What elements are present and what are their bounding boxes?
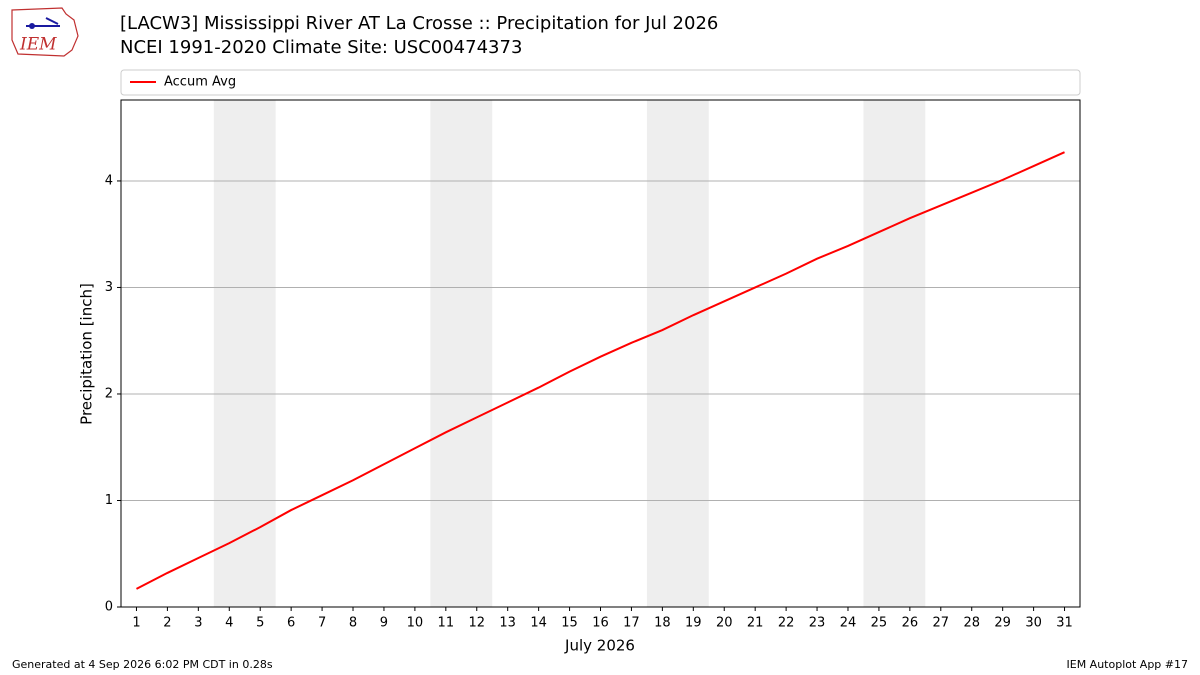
- data-line: [136, 151, 1065, 590]
- footer-left: Generated at 4 Sep 2026 6:02 PM CDT in 0…: [12, 658, 273, 671]
- x-tick-label: 16: [592, 616, 609, 631]
- x-tick-label: 28: [963, 616, 980, 631]
- x-tick-label: 6: [287, 616, 295, 631]
- x-tick-label: 12: [468, 616, 485, 631]
- x-tick-label: 3: [194, 616, 202, 631]
- x-tick-label: 25: [871, 616, 888, 631]
- x-tick-label: 24: [840, 616, 857, 631]
- logo-text: IEM: [19, 35, 57, 55]
- x-tick-label: 1: [132, 616, 140, 631]
- x-tick-label: 13: [499, 616, 516, 631]
- x-tick-label: 10: [407, 616, 424, 631]
- x-tick-label: 21: [747, 616, 764, 631]
- x-tick-label: 31: [1056, 616, 1073, 631]
- x-tick-label: 23: [809, 616, 826, 631]
- chart-subtitle: NCEI 1991-2020 Climate Site: USC00474373: [120, 37, 522, 58]
- x-tick-label: 9: [380, 616, 388, 631]
- x-tick-label: 18: [654, 616, 671, 631]
- x-tick-label: 22: [778, 616, 795, 631]
- x-tick-label: 26: [902, 616, 919, 631]
- legend-label: Accum Avg: [164, 75, 236, 90]
- x-axis-label: July 2026: [564, 637, 635, 655]
- x-tick-label: 7: [318, 616, 326, 631]
- x-tick-label: 27: [933, 616, 950, 631]
- x-tick-label: 15: [561, 616, 578, 631]
- x-tick-label: 29: [994, 616, 1011, 631]
- weekend-band: [646, 100, 709, 607]
- x-tick-label: 2: [163, 616, 171, 631]
- x-tick-label: 8: [349, 616, 357, 631]
- y-axis-label: Precipitation [inch]: [78, 283, 96, 425]
- plot-frame: [120, 99, 1081, 608]
- x-tick-label: 17: [623, 616, 640, 631]
- weekend-band: [213, 100, 276, 607]
- x-tick-label: 19: [685, 616, 702, 631]
- x-tick-label: 4: [225, 616, 233, 631]
- x-tick-label: 5: [256, 616, 264, 631]
- legend-box: [120, 69, 1081, 96]
- x-tick-label: 30: [1025, 616, 1042, 631]
- y-tick-label: 1: [105, 493, 113, 508]
- y-tick-label: 2: [105, 386, 113, 401]
- x-tick-label: 20: [716, 616, 733, 631]
- y-tick-label: 4: [105, 173, 113, 188]
- x-tick-label: 11: [438, 616, 455, 631]
- y-tick-label: 3: [105, 280, 113, 295]
- y-tick-label: 0: [105, 600, 113, 615]
- footer-right: IEM Autoplot App #17: [1067, 658, 1189, 671]
- logo: IEM: [11, 7, 79, 57]
- weekend-band: [430, 100, 493, 607]
- x-tick-label: 14: [530, 616, 547, 631]
- weekend-band: [863, 100, 926, 607]
- chart-title: [LACW3] Mississippi River AT La Crosse :…: [120, 13, 718, 34]
